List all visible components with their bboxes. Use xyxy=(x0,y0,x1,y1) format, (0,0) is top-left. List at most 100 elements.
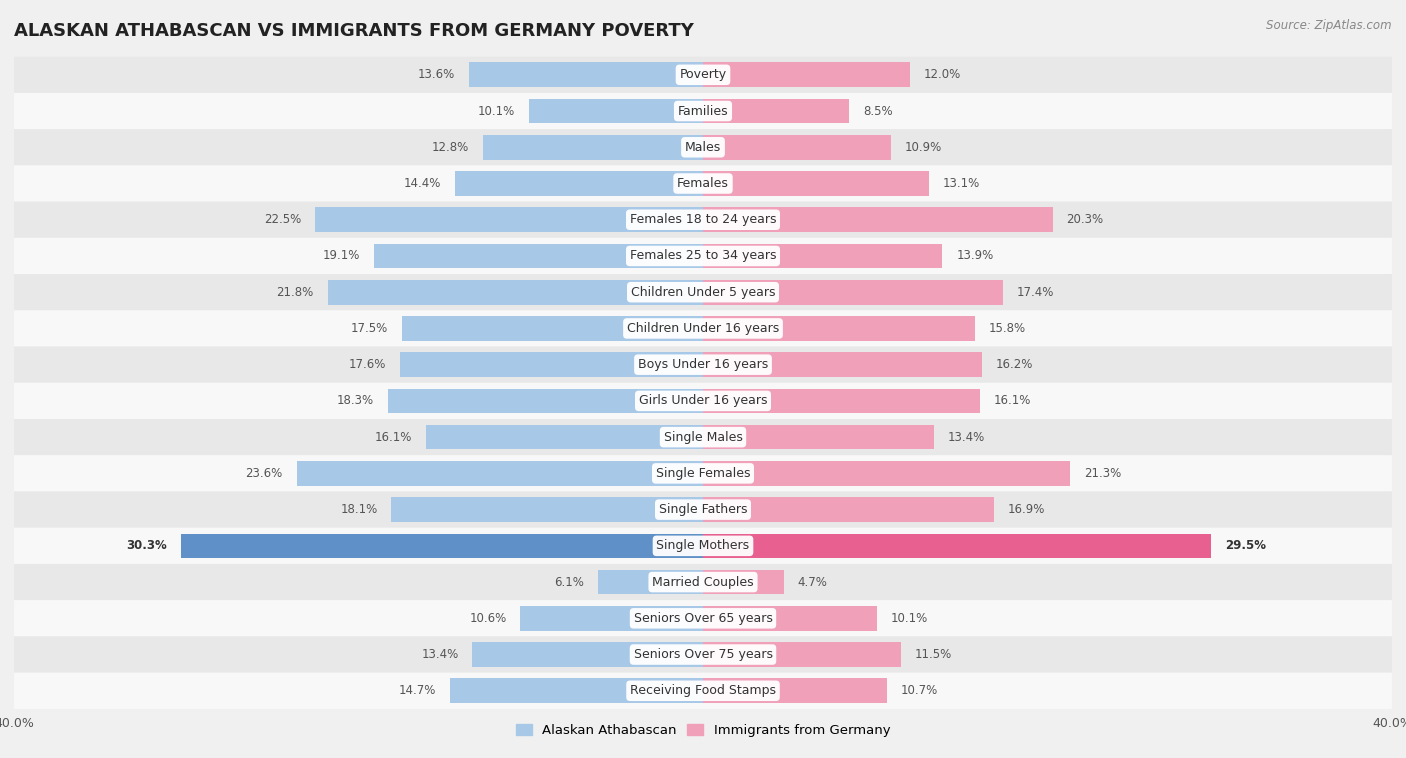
Text: 13.6%: 13.6% xyxy=(418,68,456,81)
Text: 14.7%: 14.7% xyxy=(399,684,436,697)
Bar xyxy=(399,352,703,377)
FancyBboxPatch shape xyxy=(14,274,1392,310)
Text: 21.3%: 21.3% xyxy=(1084,467,1121,480)
Bar xyxy=(315,208,703,232)
Text: Families: Families xyxy=(678,105,728,117)
Bar xyxy=(472,642,703,667)
FancyBboxPatch shape xyxy=(14,129,1392,165)
FancyBboxPatch shape xyxy=(14,528,1392,564)
Text: 17.6%: 17.6% xyxy=(349,359,387,371)
Bar xyxy=(402,316,703,341)
Text: 10.1%: 10.1% xyxy=(478,105,515,117)
Text: 6.1%: 6.1% xyxy=(554,575,583,588)
Text: 21.8%: 21.8% xyxy=(277,286,314,299)
FancyBboxPatch shape xyxy=(14,57,1392,93)
Text: Children Under 5 years: Children Under 5 years xyxy=(631,286,775,299)
Bar xyxy=(482,135,703,160)
FancyBboxPatch shape xyxy=(14,637,1392,672)
Bar xyxy=(328,280,703,305)
Text: Married Couples: Married Couples xyxy=(652,575,754,588)
Bar xyxy=(703,62,910,87)
Bar xyxy=(374,243,703,268)
Bar xyxy=(703,642,901,667)
Text: 13.1%: 13.1% xyxy=(942,177,980,190)
Bar xyxy=(297,461,703,486)
Text: 14.4%: 14.4% xyxy=(404,177,441,190)
Text: 8.5%: 8.5% xyxy=(863,105,893,117)
FancyBboxPatch shape xyxy=(14,456,1392,491)
Text: Children Under 16 years: Children Under 16 years xyxy=(627,322,779,335)
Bar xyxy=(450,678,703,703)
Bar xyxy=(703,99,849,124)
Text: Poverty: Poverty xyxy=(679,68,727,81)
FancyBboxPatch shape xyxy=(14,564,1392,600)
Legend: Alaskan Athabascan, Immigrants from Germany: Alaskan Athabascan, Immigrants from Germ… xyxy=(510,719,896,742)
Bar xyxy=(703,678,887,703)
Bar xyxy=(703,534,1211,558)
Text: 13.4%: 13.4% xyxy=(948,431,984,443)
Text: 11.5%: 11.5% xyxy=(915,648,952,661)
Bar xyxy=(703,280,1002,305)
Text: Seniors Over 65 years: Seniors Over 65 years xyxy=(634,612,772,625)
Text: 17.4%: 17.4% xyxy=(1017,286,1054,299)
Bar xyxy=(703,208,1053,232)
Text: 17.5%: 17.5% xyxy=(350,322,388,335)
Text: Receiving Food Stamps: Receiving Food Stamps xyxy=(630,684,776,697)
Text: 29.5%: 29.5% xyxy=(1225,540,1265,553)
Text: 13.9%: 13.9% xyxy=(956,249,994,262)
FancyBboxPatch shape xyxy=(14,419,1392,456)
Text: 16.1%: 16.1% xyxy=(374,431,412,443)
Text: Males: Males xyxy=(685,141,721,154)
Bar xyxy=(598,570,703,594)
Bar xyxy=(703,424,934,449)
Text: 15.8%: 15.8% xyxy=(988,322,1026,335)
Bar xyxy=(456,171,703,196)
Bar xyxy=(703,243,942,268)
Text: 10.6%: 10.6% xyxy=(470,612,506,625)
Text: 16.9%: 16.9% xyxy=(1008,503,1045,516)
Text: 18.1%: 18.1% xyxy=(340,503,377,516)
Text: 12.8%: 12.8% xyxy=(432,141,468,154)
Text: ALASKAN ATHABASCAN VS IMMIGRANTS FROM GERMANY POVERTY: ALASKAN ATHABASCAN VS IMMIGRANTS FROM GE… xyxy=(14,23,695,40)
Text: Boys Under 16 years: Boys Under 16 years xyxy=(638,359,768,371)
Text: Females 25 to 34 years: Females 25 to 34 years xyxy=(630,249,776,262)
FancyBboxPatch shape xyxy=(14,238,1392,274)
Bar xyxy=(703,135,891,160)
Text: 30.3%: 30.3% xyxy=(127,540,167,553)
Text: 13.4%: 13.4% xyxy=(422,648,458,661)
Bar xyxy=(703,570,785,594)
Bar xyxy=(520,606,703,631)
Bar xyxy=(703,606,877,631)
Text: Single Males: Single Males xyxy=(664,431,742,443)
Text: Girls Under 16 years: Girls Under 16 years xyxy=(638,394,768,407)
FancyBboxPatch shape xyxy=(14,165,1392,202)
Bar xyxy=(703,171,928,196)
Bar xyxy=(703,352,981,377)
Bar xyxy=(529,99,703,124)
Bar xyxy=(181,534,703,558)
Text: Females 18 to 24 years: Females 18 to 24 years xyxy=(630,213,776,226)
FancyBboxPatch shape xyxy=(14,346,1392,383)
Text: 19.1%: 19.1% xyxy=(323,249,360,262)
Text: 16.2%: 16.2% xyxy=(995,359,1033,371)
FancyBboxPatch shape xyxy=(14,383,1392,419)
Text: 12.0%: 12.0% xyxy=(924,68,960,81)
Text: Single Mothers: Single Mothers xyxy=(657,540,749,553)
Bar xyxy=(703,316,976,341)
Text: Seniors Over 75 years: Seniors Over 75 years xyxy=(634,648,772,661)
Text: 10.9%: 10.9% xyxy=(904,141,942,154)
Text: Females: Females xyxy=(678,177,728,190)
Bar xyxy=(703,461,1070,486)
Text: 10.1%: 10.1% xyxy=(891,612,928,625)
Bar xyxy=(388,389,703,413)
Text: Single Fathers: Single Fathers xyxy=(659,503,747,516)
Text: 20.3%: 20.3% xyxy=(1066,213,1104,226)
FancyBboxPatch shape xyxy=(14,93,1392,129)
Text: 4.7%: 4.7% xyxy=(797,575,828,588)
Text: Single Females: Single Females xyxy=(655,467,751,480)
Bar xyxy=(703,497,994,522)
Bar xyxy=(468,62,703,87)
FancyBboxPatch shape xyxy=(14,672,1392,709)
Bar xyxy=(391,497,703,522)
Bar xyxy=(703,389,980,413)
